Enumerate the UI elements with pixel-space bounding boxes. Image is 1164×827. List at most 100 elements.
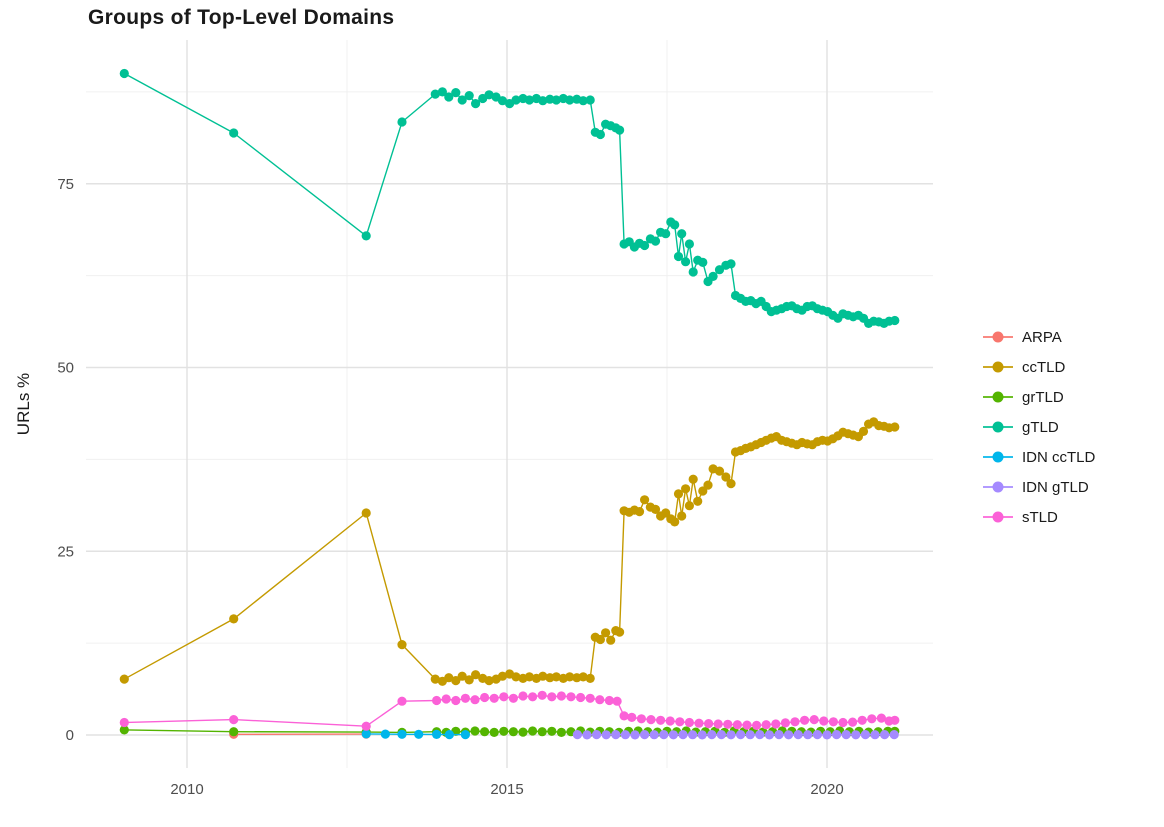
- data-point-IDN-gTLD: [611, 730, 621, 740]
- data-point-ccTLD: [511, 672, 521, 682]
- data-point-sTLD: [704, 719, 714, 729]
- data-point-grTLD: [470, 726, 480, 736]
- series-IDN-gTLD: [572, 730, 899, 740]
- x-tick-label: 2010: [170, 781, 203, 798]
- data-point-sTLD: [460, 693, 470, 703]
- data-point-IDN-gTLD: [640, 730, 650, 740]
- data-point-ccTLD: [451, 676, 461, 686]
- data-point-gTLD: [464, 91, 474, 101]
- series-line-gTLD: [123, 72, 895, 325]
- legend-key-ccTLD: [983, 359, 1013, 375]
- legend-label: gTLD: [1022, 418, 1059, 436]
- data-point-ccTLD: [484, 676, 494, 686]
- data-point-ccTLD: [714, 466, 725, 476]
- data-point-gTLD: [698, 257, 708, 267]
- data-point-grTLD: [499, 726, 509, 736]
- data-point-gTLD: [677, 229, 687, 239]
- data-point-sTLD: [656, 715, 666, 725]
- data-point-sTLD: [441, 694, 451, 704]
- data-point-IDN-gTLD: [659, 730, 669, 740]
- data-point-gTLD: [451, 88, 461, 98]
- data-point-ccTLD: [585, 673, 595, 684]
- gridlines-major: [86, 40, 933, 768]
- data-point-sTLD: [612, 696, 622, 706]
- data-point-gTLD: [661, 229, 671, 239]
- data-point-gTLD: [471, 99, 481, 109]
- legend-item-grTLD: grTLD: [983, 382, 1095, 412]
- data-point-gTLD: [457, 95, 467, 105]
- data-point-ccTLD: [229, 614, 239, 624]
- legend-label: sTLD: [1022, 508, 1058, 526]
- data-point-gTLD: [119, 68, 129, 79]
- data-point-ccTLD: [595, 634, 606, 645]
- data-point-IDN-gTLD: [851, 730, 861, 740]
- data-point-grTLD: [489, 727, 499, 738]
- data-point-sTLD: [604, 695, 615, 706]
- data-point-IDN-gTLD: [620, 730, 631, 740]
- data-point-IDN-gTLD: [764, 730, 775, 740]
- series-gTLD: [119, 68, 900, 328]
- data-point-sTLD: [819, 716, 829, 726]
- data-point-sTLD: [470, 695, 480, 705]
- data-point-ccTLD: [444, 673, 454, 683]
- data-point-sTLD: [119, 717, 129, 728]
- data-point-sTLD: [713, 719, 723, 729]
- data-point-sTLD: [432, 695, 442, 706]
- data-point-gTLD: [688, 267, 698, 277]
- data-point-ccTLD: [471, 670, 481, 680]
- data-point-IDN-gTLD: [668, 730, 679, 740]
- legend-key-dot: [992, 421, 1004, 433]
- legend-key-sTLD: [983, 509, 1013, 525]
- data-point-ccTLD: [361, 508, 371, 518]
- data-point-gTLD: [229, 128, 239, 138]
- data-point-sTLD: [723, 719, 733, 729]
- data-point-gTLD: [524, 95, 535, 105]
- data-point-gTLD: [437, 87, 447, 97]
- data-point-ccTLD: [524, 672, 535, 682]
- y-tick-label: 50: [57, 360, 74, 377]
- data-point-sTLD: [480, 692, 490, 703]
- series-sTLD: [119, 690, 900, 731]
- data-point-sTLD: [752, 720, 762, 731]
- data-point-sTLD: [451, 695, 461, 706]
- legend-item-ccTLD: ccTLD: [983, 352, 1095, 382]
- data-point-ccTLD: [615, 627, 625, 637]
- data-point-gTLD: [595, 129, 606, 140]
- data-point-ccTLD: [606, 635, 616, 645]
- legend-key-dot: [992, 481, 1004, 493]
- data-point-sTLD: [780, 718, 791, 728]
- data-point-IDN-ccTLD: [414, 729, 424, 739]
- data-point-IDN-gTLD: [832, 730, 842, 740]
- data-point-IDN-ccTLD: [444, 730, 454, 740]
- data-point-IDN-ccTLD: [460, 730, 470, 740]
- data-point-IDN-gTLD: [630, 730, 640, 740]
- data-point-gTLD: [585, 95, 595, 105]
- data-point-sTLD: [694, 718, 704, 728]
- data-point-sTLD: [556, 691, 567, 701]
- data-point-gTLD: [430, 89, 440, 99]
- data-point-gTLD: [551, 95, 561, 105]
- data-point-IDN-ccTLD: [432, 729, 442, 740]
- data-point-ccTLD: [430, 674, 440, 684]
- legend-item-sTLD: sTLD: [983, 502, 1095, 532]
- data-point-ccTLD: [681, 484, 691, 494]
- data-point-ccTLD: [688, 474, 698, 484]
- data-point-gTLD: [714, 265, 725, 275]
- x-tick-label: 2015: [490, 781, 523, 798]
- legend: ARPA ccTLD grTLD gTLD IDN ccTLD IDN gTLD sTLD: [983, 322, 1095, 532]
- data-point-ccTLD: [551, 672, 561, 682]
- legend-key-grTLD: [983, 389, 1013, 405]
- data-point-sTLD: [547, 692, 557, 702]
- data-point-grTLD: [537, 727, 547, 737]
- data-point-ccTLD: [673, 489, 684, 499]
- data-point-sTLD: [636, 714, 647, 724]
- data-point-sTLD: [646, 715, 656, 725]
- legend-key-dot: [992, 391, 1004, 403]
- data-point-gTLD: [511, 95, 521, 105]
- data-point-ccTLD: [119, 674, 129, 684]
- legend-key-ARPA: [983, 329, 1013, 345]
- data-point-ccTLD: [693, 496, 703, 506]
- data-point-IDN-gTLD: [697, 730, 707, 740]
- data-point-IDN-gTLD: [860, 730, 871, 740]
- data-point-grTLD: [547, 726, 557, 736]
